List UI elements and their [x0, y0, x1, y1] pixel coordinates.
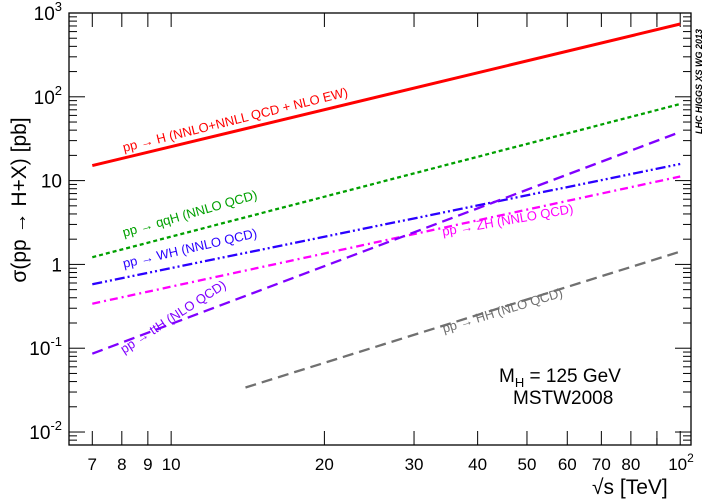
y-tick-exponent: 2: [55, 83, 62, 98]
curve-WH: [92, 162, 681, 286]
y-tick-label: 10-2: [29, 418, 62, 444]
y-axis-title: σ(pp → H+X) [pb]: [8, 117, 31, 282]
y-tick-label: 10-1: [29, 334, 62, 360]
label-ggH: pp → H (NNLO+NNLL QCD + NLO EW): [121, 84, 349, 155]
y-tick-label: 102: [34, 83, 62, 109]
x-tick-label: 70: [592, 455, 611, 474]
x-tick-label: 10: [162, 455, 181, 474]
y-tick-base: 10: [34, 4, 55, 25]
curve-qqH: [92, 102, 681, 259]
label-HH: pp → HH (NLO QCD): [440, 285, 564, 336]
y-tick-base: 10: [29, 339, 50, 360]
y-tick-base: 10: [34, 88, 55, 109]
x-tick-label: 7: [88, 455, 97, 474]
x-tick-label: 60: [558, 455, 577, 474]
curve-ZH: [92, 175, 681, 305]
pdf-annotation: MSTW2008: [513, 388, 613, 409]
curve-ggH: [91, 22, 681, 168]
x-tick-exponent: 2: [687, 451, 694, 465]
y-tick-base: 10: [29, 423, 50, 444]
mass-annotation: MH = 125 GeV: [499, 366, 621, 390]
y-tick-exponent: -2: [50, 418, 62, 433]
x-tick-label: 30: [405, 455, 424, 474]
curve-HH: [245, 250, 681, 389]
x-axis-title: √s [TeV]: [592, 476, 668, 499]
label-ttH: pp → ttH (NLO QCD): [117, 277, 228, 356]
y-tick-exponent: 3: [55, 0, 62, 14]
y-tick-label: 103: [34, 0, 62, 25]
x-tick-label: 50: [518, 455, 537, 474]
y-tick-exponent: -1: [50, 334, 62, 349]
y-tick-label: 10: [41, 172, 62, 193]
axis-ticks: [69, 12, 691, 446]
x-tick-label: 9: [143, 455, 152, 474]
label-ZH: pp → ZH (NNLO QCD): [441, 201, 574, 239]
x-tick-label: 102: [668, 451, 694, 474]
x-tick-label: 20: [315, 455, 334, 474]
x-tick-label: 40: [468, 455, 487, 474]
y-tick-label: 1: [51, 255, 62, 276]
x-tick-labels: 7 8 9 10 20 30 40 50 60 70 80 102: [88, 451, 695, 474]
plot-frame: [68, 12, 692, 446]
group-tag: LHC HIGGS XS WG 2013: [694, 29, 704, 134]
curve-ttH: [91, 130, 681, 355]
x-tick-label: 8: [117, 455, 126, 474]
x-tick-label: 80: [621, 455, 640, 474]
series-curves: [91, 22, 681, 389]
